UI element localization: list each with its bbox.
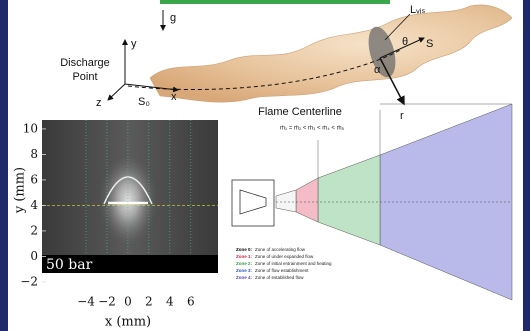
y-tick-label: 10 — [23, 121, 38, 135]
x-label: x — [171, 91, 177, 103]
x-axis-title: x (mm) — [105, 315, 151, 330]
x-tick-label: 0 — [124, 295, 132, 309]
y-tick-label: 0 — [30, 249, 38, 263]
legend-zone: Zone 0: — [236, 247, 253, 252]
pressure-annotation: 50 bar — [46, 257, 93, 273]
alpha-label: α — [374, 64, 381, 76]
plot: 50 bar — [42, 120, 218, 273]
side-strip — [0, 0, 8, 331]
x-tick-label: −4 — [77, 295, 95, 309]
centerline-label: Flame Centerline — [258, 106, 342, 118]
y-label: y — [131, 38, 137, 50]
legend-text: Zone of established flow — [255, 275, 304, 280]
discharge-label: Point — [72, 71, 97, 83]
legend-text: Zone of flow establishment — [255, 268, 309, 273]
y-tick-label: 6 — [30, 172, 38, 186]
legend-text: Zone of initial entrainment and heating — [255, 261, 332, 266]
legend-zone: Zone 1: — [236, 254, 253, 259]
y-tick-label: 8 — [30, 147, 38, 161]
zone-2 — [296, 178, 318, 222]
figure: g y x z Discharge Point S₀ Flame Centerl… — [0, 0, 530, 331]
discharge-label: Discharge — [60, 57, 110, 69]
x-tick-label: 6 — [187, 295, 195, 309]
r-label: r — [400, 110, 404, 122]
y-tick-label: 4 — [30, 198, 38, 212]
mass-flow-relation: ṁ₁ = ṁ₂ < ṁ₃ < ṁ₄ < ṁ₅ — [280, 126, 345, 132]
y-tick-label: −2 — [20, 274, 38, 288]
lvis-label: Lᵥᵢₛ — [410, 4, 426, 16]
x-tick-label: 2 — [145, 295, 153, 309]
x-tick-label: −2 — [98, 295, 116, 309]
flame — [150, 5, 512, 102]
z-label: z — [96, 97, 102, 109]
theta-label: θ — [402, 36, 408, 48]
zone-1 — [276, 190, 296, 212]
zone-3 — [318, 155, 380, 245]
legend-zone: Zone 3: — [236, 268, 253, 273]
title-fragment — [160, 0, 390, 4]
legend-text: Zone of under expanded flow — [255, 254, 314, 259]
page: g y x z Discharge Point S₀ Flame Centerl… — [0, 0, 530, 331]
s-label: S — [426, 38, 433, 50]
x-tick-label: 4 — [166, 295, 174, 309]
nozzle-box — [232, 180, 274, 226]
y-tick-label: 2 — [30, 223, 38, 237]
y-axis-title: y (mm) — [13, 167, 28, 214]
legend-zone: Zone 2: — [236, 261, 253, 266]
s0-label: S₀ — [138, 96, 150, 108]
legend-zone: Zone 4: — [236, 275, 253, 280]
z-axis-arrow — [108, 84, 125, 100]
legend-text: Zone of accelerating flow — [255, 247, 306, 252]
side-strip — [523, 0, 530, 331]
gravity-label: g — [170, 12, 176, 24]
